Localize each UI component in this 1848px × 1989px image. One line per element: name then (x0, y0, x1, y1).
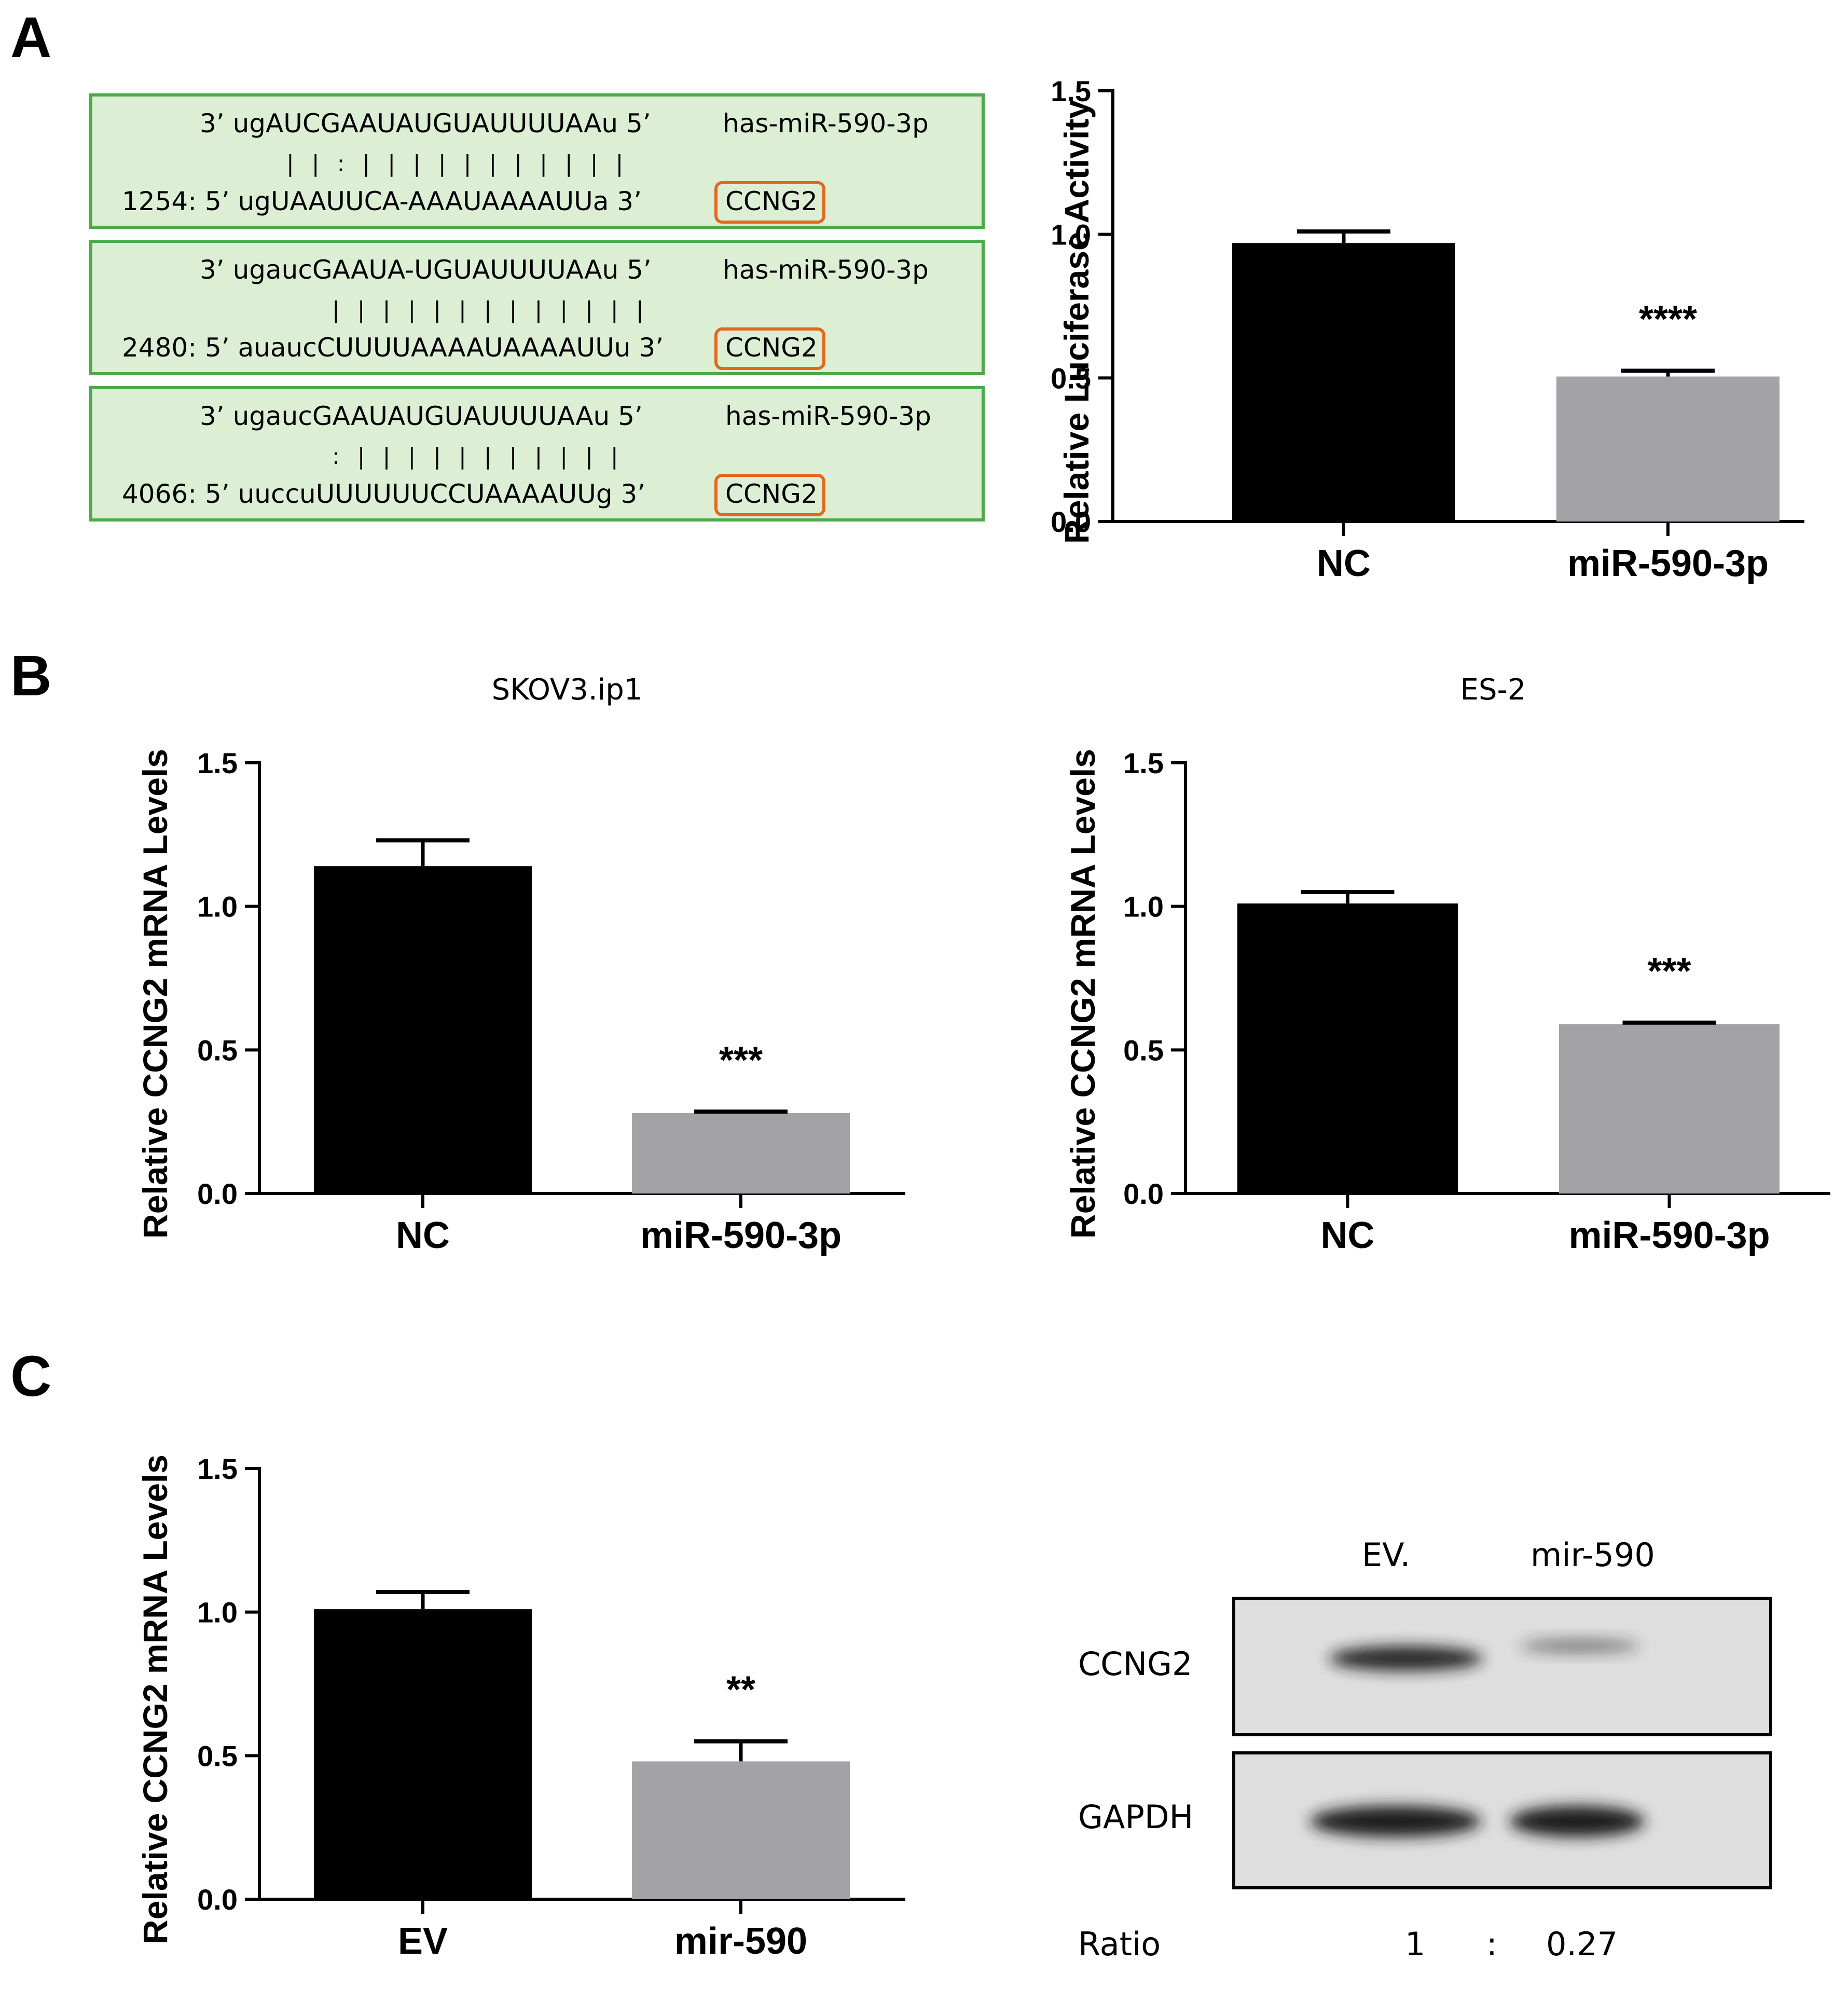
y-axis-label: Relative CCNG2 mRNA Levels (1064, 749, 1102, 1239)
x-category-label: miR-590-3p (1567, 543, 1769, 584)
alignment-box-3: 3’ ugaucGAAUAUGUAUUUUAAu 5’ has-miR-590-… (89, 386, 985, 522)
panel-label-a: A (10, 6, 51, 70)
x-category-label: EV (398, 1921, 448, 1962)
x-category-label: miR-590-3p (640, 1215, 842, 1256)
target-name: CCNG2 (725, 479, 818, 509)
significance-marker: *** (719, 1039, 763, 1081)
bar-nc (1232, 243, 1455, 522)
base-pairing: : | | | | | | | | | | | (332, 443, 624, 470)
chart-title: ES-2 (1460, 673, 1526, 707)
bar-mir-590-3p (632, 1113, 850, 1194)
significance-marker: *** (1647, 951, 1691, 992)
panel-label-c: C (10, 1345, 51, 1408)
y-tick-label: 1.5 (1123, 747, 1164, 779)
x-category-label: NC (1317, 543, 1371, 584)
alignment-box-1: 3’ ugAUCGAAUAUGUAUUUUAAu 5’ has-miR-590-… (89, 93, 985, 229)
chart-ev-mir590: Relative CCNG2 mRNA Levels 0.0 0.5 1.0 1.5 EV… (136, 1452, 905, 1962)
chart-title: SKOV3.ip1 (492, 673, 643, 707)
y-tick-label: 0.0 (1123, 1177, 1164, 1210)
y-tick-label: 0.5 (197, 1739, 238, 1772)
y-tick-label: 0.0 (1051, 505, 1091, 538)
bar-mir-590-3p (1559, 1024, 1780, 1194)
row-label-ccng2: CCNG2 (1078, 1645, 1192, 1683)
row-label-gapdh: GAPDH (1078, 1798, 1193, 1836)
ccng2-blot-strip (1232, 1597, 1772, 1736)
y-tick-label: 1.0 (197, 890, 238, 923)
significance-marker: **** (1639, 299, 1697, 340)
ratio-separator: : (1486, 1925, 1497, 1963)
ratio-label: Ratio (1078, 1925, 1161, 1963)
target-sequence: 2480: 5’ auaucCUUUUAAAAUAAAAUUu 3’ (122, 333, 664, 363)
target-name: CCNG2 (725, 333, 818, 363)
target-highlight (714, 181, 825, 224)
mirna-sequence: 3’ ugaucGAAUA-UGUAUUUUAAu 5’ (200, 255, 652, 285)
y-axis-label: Relative Luciferase Activity (1057, 100, 1096, 544)
gapdh-band-ev (1310, 1806, 1481, 1837)
target-highlight (714, 327, 825, 370)
x-category-label: mir-590 (674, 1921, 807, 1962)
target-highlight (714, 474, 825, 516)
target-name: CCNG2 (725, 186, 818, 216)
y-tick-label: 1.5 (1051, 75, 1091, 107)
y-tick-label: 1.5 (197, 1452, 238, 1485)
bar-mir-590 (632, 1761, 850, 1899)
mirna-sequence: 3’ ugAUCGAAUAUGUAUUUUAAu 5’ (200, 108, 651, 139)
lane-label-ev: EV. (1362, 1536, 1410, 1574)
alignment-box-2: 3’ ugaucGAAUA-UGUAUUUUAAu 5’ has-miR-590… (89, 240, 985, 375)
bar-nc (314, 866, 532, 1194)
chart-skov3: SKOV3.ip1 Relative CCNG2 mRNA Levels 0.0 0.… (136, 673, 905, 1256)
bar-ev (314, 1609, 532, 1899)
y-axis-label: Relative CCNG2 mRNA Levels (136, 749, 174, 1239)
y-tick-label: 0.0 (197, 1883, 238, 1916)
y-axis-label: Relative CCNG2 mRNA Levels (136, 1455, 174, 1944)
target-sequence: 4066: 5’ uuccuUUUUUUCCUAAAAUUg 3’ (122, 479, 645, 509)
ccng2-band-ev (1329, 1646, 1483, 1671)
significance-marker: ** (726, 1669, 755, 1711)
mirna-name: has-miR-590-3p (723, 255, 929, 285)
y-tick-label: 0.5 (197, 1034, 238, 1066)
y-tick-label: 0.0 (197, 1177, 238, 1210)
ratio-ev-value: 1 (1405, 1925, 1425, 1963)
ccng2-band-mir590 (1520, 1639, 1639, 1653)
mirna-name: has-miR-590-3p (725, 401, 931, 431)
x-category-label: miR-590-3p (1568, 1215, 1770, 1256)
lane-label-mir590: mir-590 (1530, 1536, 1655, 1574)
target-sequence: 1254: 5’ ugUAAUUCA-AAAUAAAAUUa 3’ (122, 186, 642, 216)
western-blot: EV. mir-590 CCNG2 GAPDH Ratio 1 : 0.27 (1078, 1536, 1772, 1963)
gapdh-band-mir590 (1510, 1806, 1645, 1837)
mirna-sequence: 3’ ugaucGAAUAUGUAUUUUAAu 5’ (200, 401, 643, 431)
mirna-name: has-miR-590-3p (723, 108, 929, 139)
bar-nc (1237, 903, 1458, 1194)
y-tick-label: 1.0 (197, 1596, 238, 1629)
y-tick-label: 0.5 (1123, 1034, 1164, 1066)
chart-es2: ES-2 Relative CCNG2 mRNA Levels 0.0 0.5 1.0 1… (1064, 673, 1830, 1256)
y-tick-label: 1.0 (1051, 218, 1091, 251)
x-category-label: NC (396, 1215, 450, 1256)
base-pairing: | | | | | | | | | | | | | (332, 297, 649, 323)
y-tick-label: 1.5 (197, 747, 238, 779)
panel-label-b: B (10, 644, 51, 708)
ratio-mir590-value: 0.27 (1546, 1925, 1618, 1963)
base-pairing: | | : | | | | | | | | | | | (286, 150, 628, 177)
y-tick-label: 0.5 (1051, 362, 1091, 394)
y-tick-label: 1.0 (1123, 890, 1164, 923)
x-category-label: NC (1321, 1215, 1375, 1256)
bar-mir-590-3p (1556, 376, 1780, 522)
